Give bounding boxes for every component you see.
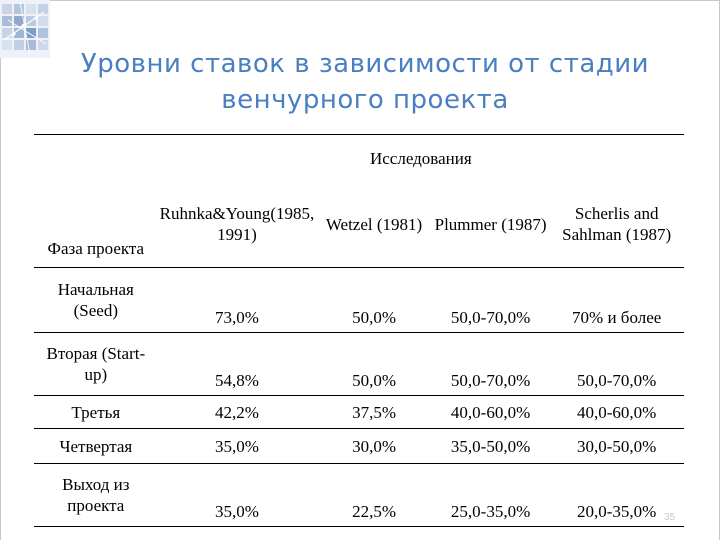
table-row: Начальная (Seed) 73,0% 50,0% 50,0-70,0% …: [34, 267, 684, 333]
value-cell: 37,5%: [316, 395, 432, 429]
value-cell: 35,0%: [157, 428, 317, 464]
value-cell: 35,0-50,0%: [431, 428, 550, 464]
phase-cell: Четвертая: [34, 428, 158, 464]
column-header-plummer: Plummer (1987): [431, 181, 550, 268]
value-cell: 42,2%: [157, 395, 317, 429]
slide-frame-left: [0, 0, 1, 540]
value-cell: 25,0-35,0%: [431, 463, 550, 527]
column-header-scherlis-sahlman: Scherlis and Sahlman (1987): [549, 181, 684, 268]
value-cell: 40,0-60,0%: [549, 395, 684, 429]
table-row: Выход из проекта 35,0% 22,5% 25,0-35,0% …: [34, 463, 684, 527]
value-cell: 30,0-50,0%: [549, 428, 684, 464]
value-cell: 50,0-70,0%: [549, 332, 684, 396]
slide-title-line-1: Уровни ставок в зависимости от стадии: [80, 49, 650, 79]
value-cell: 30,0%: [316, 428, 432, 464]
phase-cell: Третья: [34, 395, 158, 429]
table-row: Третья 42,2% 37,5% 40,0-60,0% 40,0-60,0%: [34, 395, 684, 429]
phase-cell: Выход из проекта: [34, 463, 158, 527]
table-row: Четвертая 35,0% 30,0% 35,0-50,0% 30,0-50…: [34, 428, 684, 464]
column-header-ruhnka-young: Ruhnka&Young(1985, 1991): [157, 181, 317, 268]
value-cell: 50,0-70,0%: [431, 267, 550, 333]
value-cell: 54,8%: [157, 332, 317, 396]
phase-column-header: Фаза проекта: [34, 134, 158, 268]
table-subheader-row: Ruhnka&Young(1985, 1991) Wetzel (1981) P…: [34, 181, 684, 268]
column-header-wetzel: Wetzel (1981): [316, 181, 432, 268]
rates-table: Фаза проекта Исследования Ruhnka&Young(1…: [34, 134, 684, 527]
value-cell: 50,0%: [316, 267, 432, 333]
phase-cell: Начальная (Seed): [34, 267, 158, 333]
page-number: 35: [664, 512, 676, 523]
value-cell: 50,0-70,0%: [431, 332, 550, 396]
research-group-header: Исследования: [157, 134, 684, 181]
table-header-row: Фаза проекта Исследования: [34, 134, 684, 268]
slide-frame-top: [0, 0, 720, 1]
value-cell: 73,0%: [157, 267, 317, 333]
slide-title-line-2: венчурного проекта: [221, 85, 509, 115]
value-cell: 35,0%: [157, 463, 317, 527]
value-cell: 20,0-35,0%: [549, 463, 684, 527]
value-cell: 50,0%: [316, 332, 432, 396]
phase-cell: Вторая (Start-up): [34, 332, 158, 396]
slide-title: Уровни ставок в зависимости от стадии ве…: [40, 46, 690, 118]
table-row: Вторая (Start-up) 54,8% 50,0% 50,0-70,0%…: [34, 332, 684, 396]
network-logo-icon: [0, 0, 50, 58]
value-cell: 22,5%: [316, 463, 432, 527]
value-cell: 40,0-60,0%: [431, 395, 550, 429]
value-cell: 70% и более: [549, 267, 684, 333]
